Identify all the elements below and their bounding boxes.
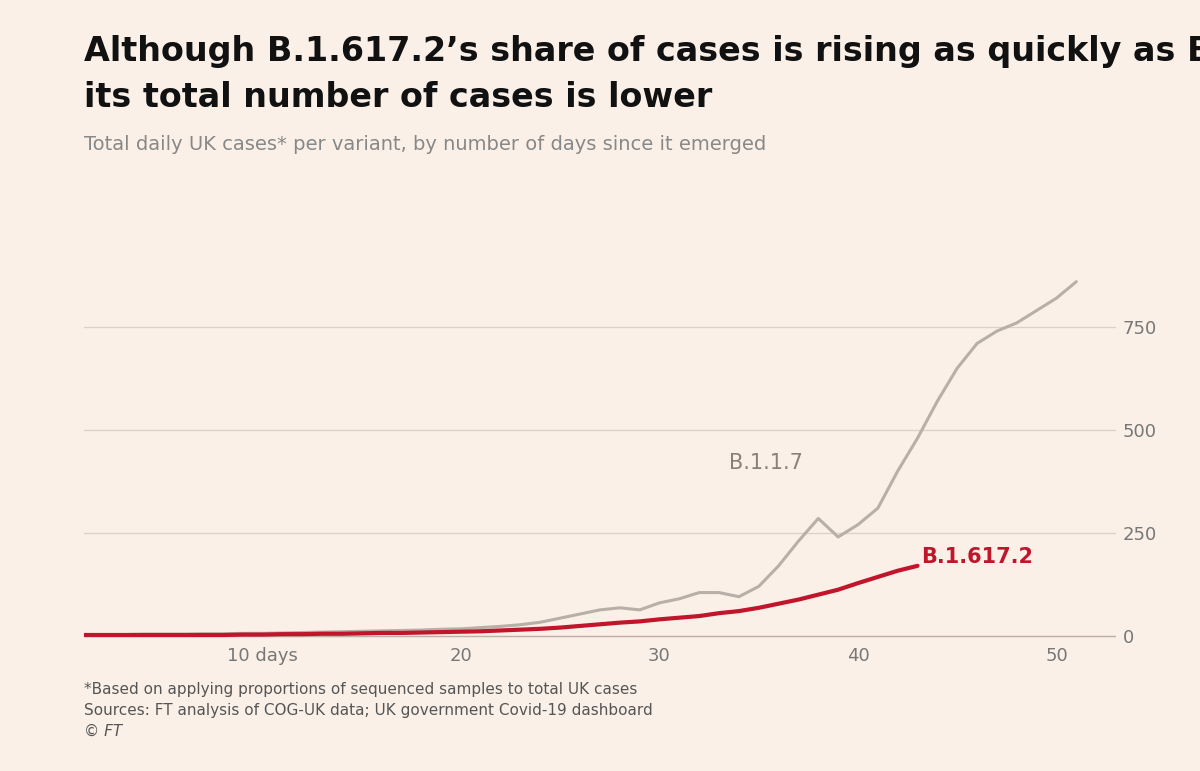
Text: © FT: © FT [84, 724, 122, 739]
Text: Total daily UK cases* per variant, by number of days since it emerged: Total daily UK cases* per variant, by nu… [84, 135, 767, 154]
Text: *Based on applying proportions of sequenced samples to total UK cases: *Based on applying proportions of sequen… [84, 682, 637, 697]
Text: Although B.1.617.2’s share of cases is rising as quickly as B.1.1.7 did,: Although B.1.617.2’s share of cases is r… [84, 35, 1200, 68]
Text: B.1.1.7: B.1.1.7 [730, 453, 803, 473]
Text: Sources: FT analysis of COG-UK data; UK government Covid-19 dashboard: Sources: FT analysis of COG-UK data; UK … [84, 703, 653, 718]
Text: B.1.617.2: B.1.617.2 [922, 547, 1033, 567]
Text: its total number of cases is lower: its total number of cases is lower [84, 81, 713, 114]
